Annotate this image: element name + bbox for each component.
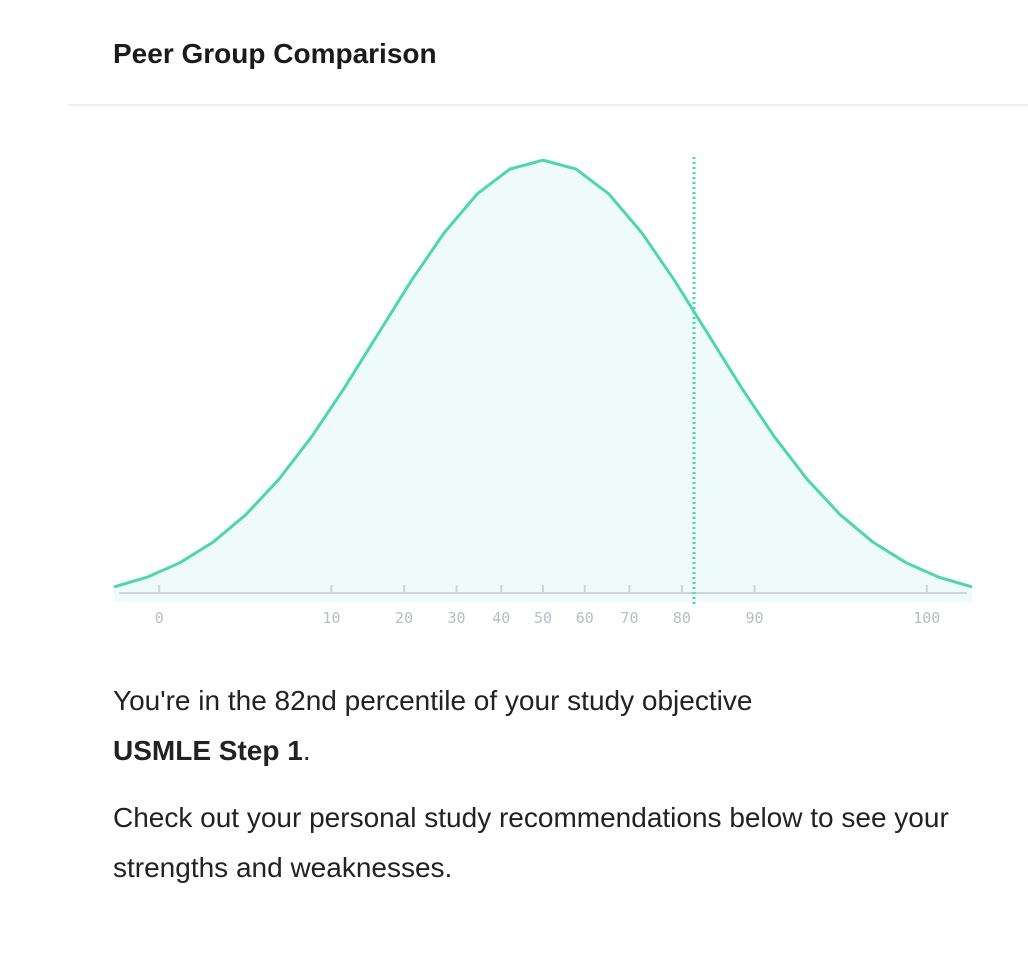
chart: 0 10 20 30 40 50 60 70 80 90 100 <box>113 157 973 627</box>
x-tick-label: 90 <box>745 609 763 627</box>
section-title: Peer Group Comparison <box>113 38 437 69</box>
x-tick-label: 100 <box>913 609 940 627</box>
objective: USMLE Step 1 <box>113 735 303 766</box>
period: . <box>302 735 311 766</box>
recommendation-text: Check out your personal study recommenda… <box>113 802 949 883</box>
x-tick-label: 50 <box>534 609 552 627</box>
summary-line: You're in the 82nd percentile of your st… <box>113 685 753 716</box>
area-fill <box>114 160 972 602</box>
divider <box>68 104 1028 106</box>
x-tick-label: 20 <box>395 609 413 627</box>
x-tick-label: 10 <box>322 609 340 627</box>
x-tick-label: 80 <box>673 609 691 627</box>
distribution-curve <box>113 158 973 589</box>
x-tick-label: 60 <box>576 609 594 627</box>
x-tick-label: 70 <box>620 609 638 627</box>
x-tick-label: 40 <box>492 609 510 627</box>
x-tick-label: 0 <box>155 609 164 627</box>
x-tick-label: 30 <box>448 609 466 627</box>
summary-text: You're in the 82nd percentile of your st… <box>113 676 973 776</box>
